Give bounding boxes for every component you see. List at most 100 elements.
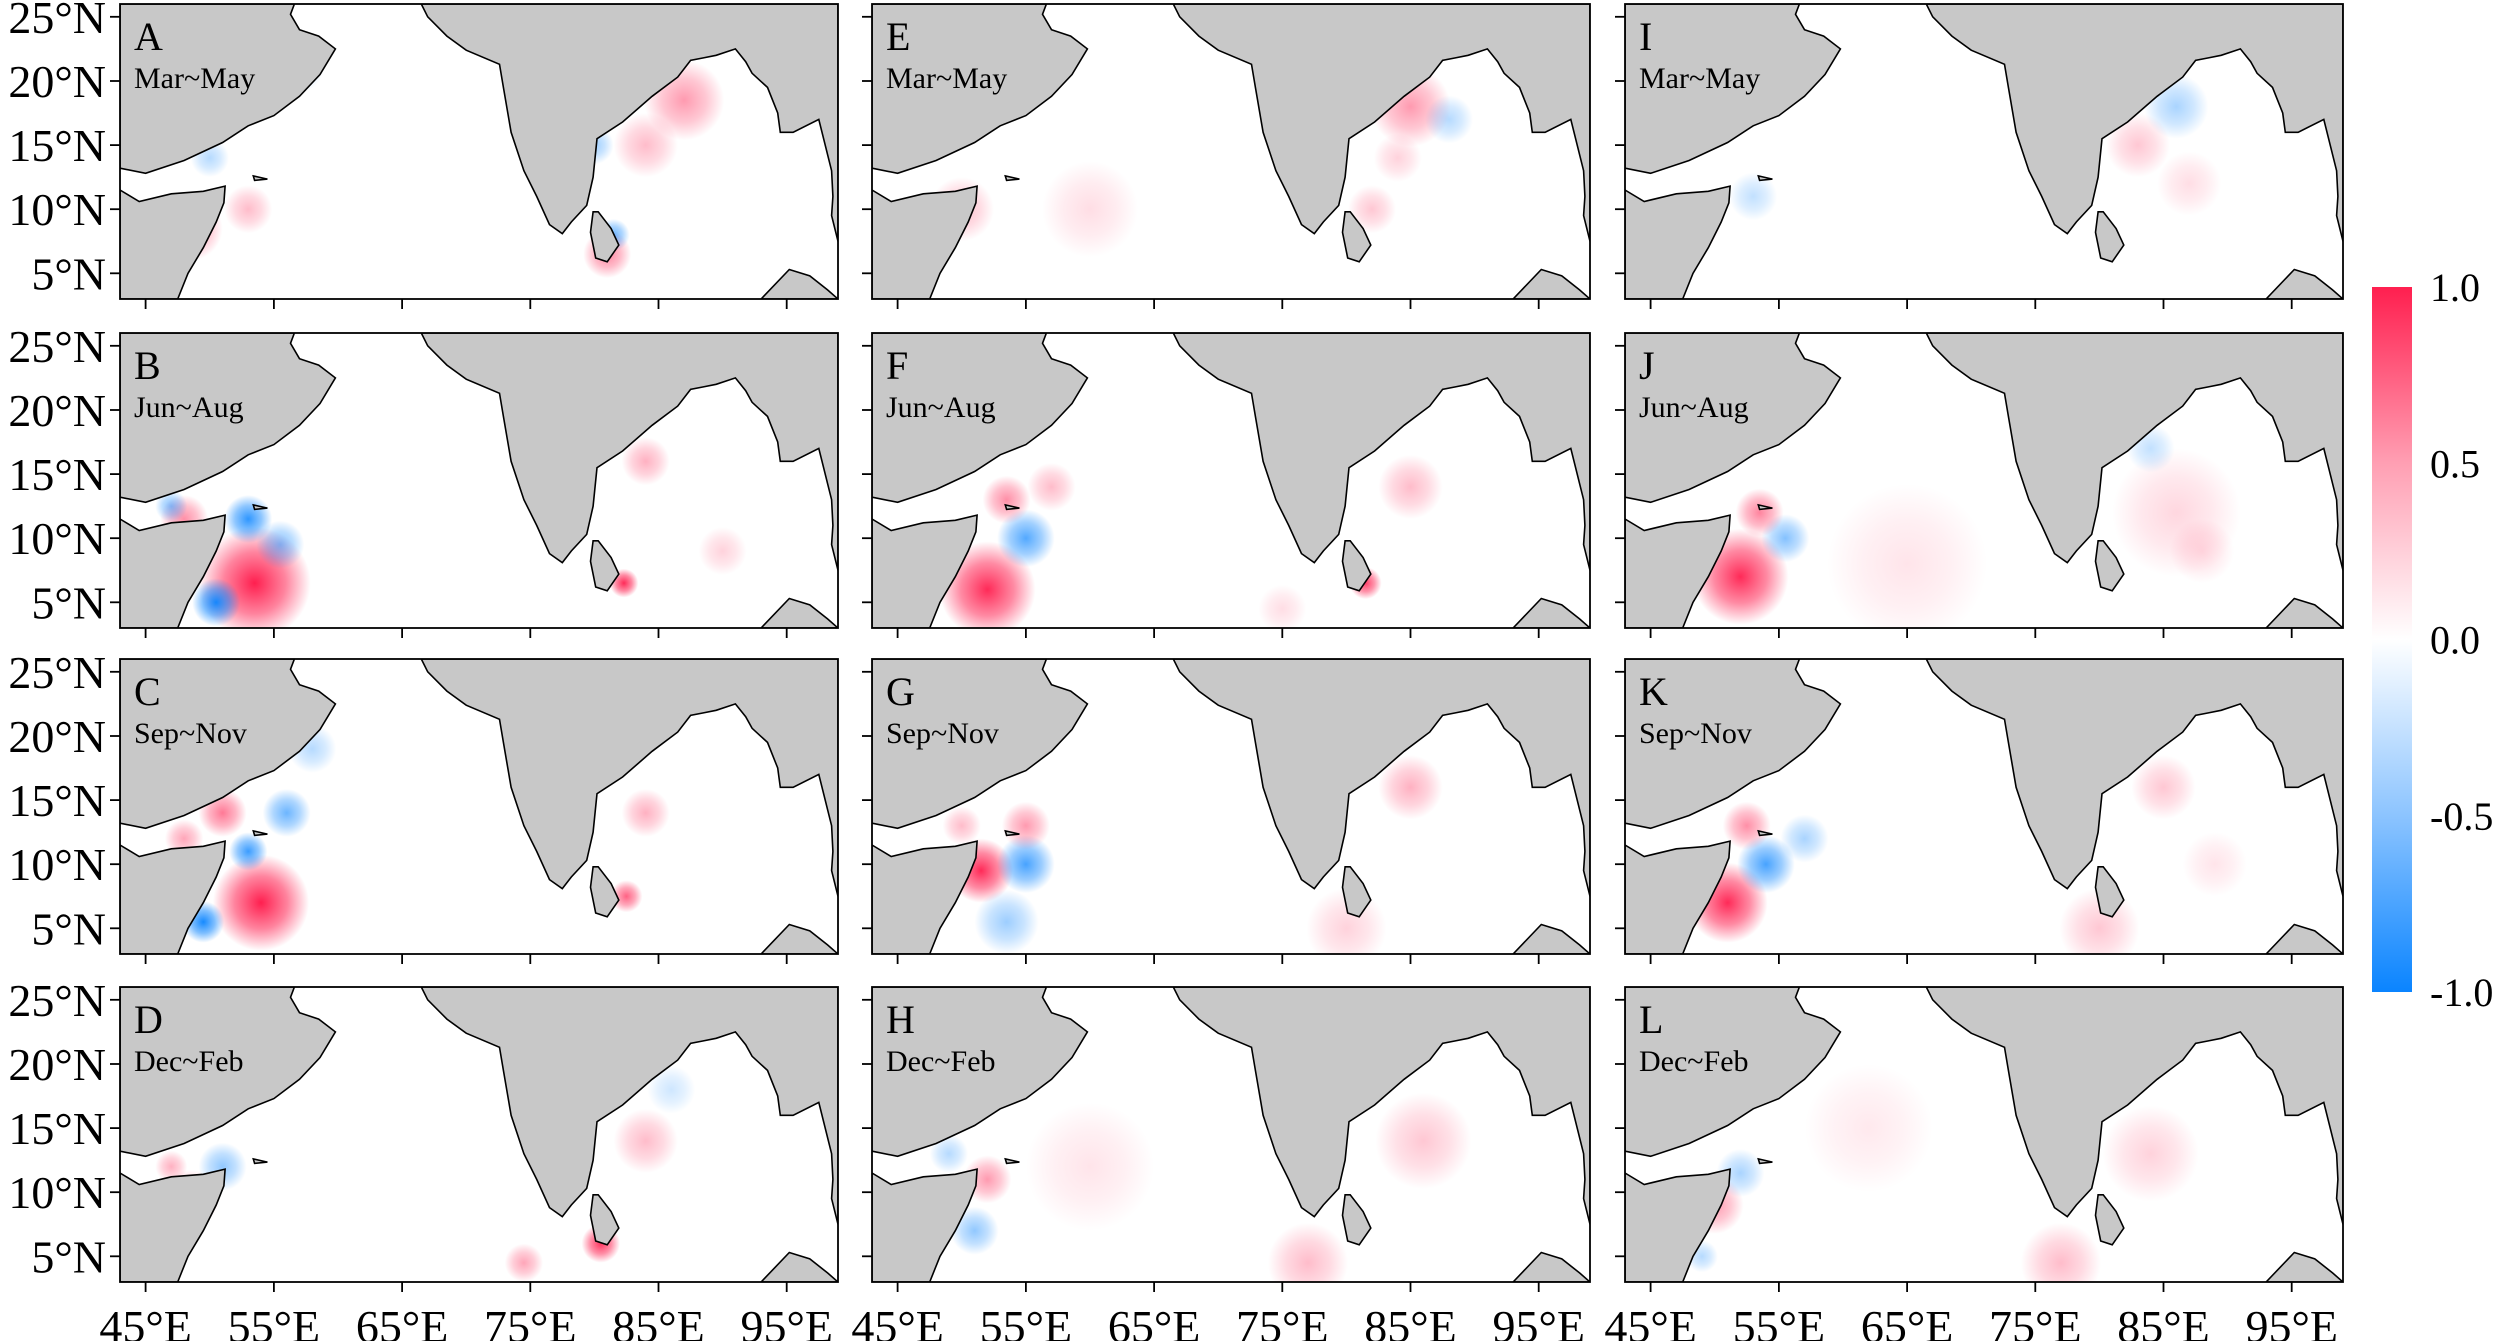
y-tick-label: 5°N bbox=[31, 903, 106, 954]
panel-letter: A bbox=[134, 14, 163, 59]
panel-season-label: Dec~Feb bbox=[134, 1045, 244, 1078]
panel-letter: E bbox=[886, 14, 910, 59]
anomaly-patch bbox=[1737, 835, 1795, 894]
anomaly-patch bbox=[963, 1155, 1012, 1204]
anomaly-patch bbox=[1804, 1064, 1933, 1193]
x-tick-label: 65°E bbox=[1108, 1301, 1201, 1341]
y-tick-label: 20°N bbox=[8, 56, 106, 107]
land-mass bbox=[120, 185, 226, 299]
anomaly-patch bbox=[997, 509, 1055, 568]
land-mass bbox=[252, 503, 268, 511]
y-tick-label: 20°N bbox=[8, 711, 106, 762]
colorbar: 1.0 0.5 0.0 -0.5 -1.0 bbox=[2372, 265, 2493, 1015]
axis-tick-labels: 25°N 20°N 15°N 10°N 5°N 25°N 20°N 15°N 10°N 5°N 25… bbox=[8, 0, 2338, 1341]
land-mass bbox=[120, 840, 226, 954]
anomaly-patch bbox=[2102, 1105, 2199, 1202]
anomaly-patch bbox=[621, 788, 670, 837]
panel-season-label: Mar~May bbox=[134, 62, 255, 95]
x-tick-label: 75°E bbox=[1236, 1301, 1329, 1341]
anomaly-patch bbox=[2182, 832, 2247, 897]
colorbar-tick-label: 0.0 bbox=[2430, 618, 2480, 663]
anomaly-patch bbox=[613, 1108, 678, 1173]
land-mass bbox=[1004, 829, 1020, 837]
land-mass bbox=[1172, 987, 1590, 1225]
panel-letter: L bbox=[1639, 997, 1663, 1042]
panel-letter: I bbox=[1639, 14, 1652, 59]
colorbar-tick-label: -1.0 bbox=[2430, 970, 2493, 1015]
panel-season-label: Dec~Feb bbox=[1639, 1045, 1749, 1078]
y-tick-label: 5°N bbox=[31, 577, 106, 628]
panel-frame bbox=[871, 332, 1591, 629]
panel-season-label: Jun~Aug bbox=[1639, 391, 1749, 424]
land-mass bbox=[2264, 597, 2343, 628]
land-mass bbox=[120, 4, 337, 175]
land-mass bbox=[872, 659, 1089, 830]
land-mass bbox=[2094, 540, 2125, 592]
land-mass bbox=[252, 174, 268, 182]
panel-frame bbox=[1624, 658, 2344, 955]
anomaly-patch bbox=[974, 889, 1039, 954]
land-mass bbox=[1004, 503, 1020, 511]
land-mass bbox=[1925, 987, 2343, 1225]
anomaly-patch bbox=[256, 520, 305, 569]
land-mass bbox=[872, 987, 1089, 1158]
land-mass bbox=[1625, 185, 1731, 299]
anomaly-patch bbox=[504, 1243, 544, 1282]
land-mass bbox=[759, 597, 838, 628]
land-mass bbox=[872, 185, 978, 299]
panel-frame bbox=[119, 986, 839, 1283]
x-tick-label: 55°E bbox=[228, 1301, 321, 1341]
anomaly-patch bbox=[1780, 814, 1829, 863]
y-tick-label: 10°N bbox=[8, 839, 106, 890]
panel-frame bbox=[1624, 986, 2344, 1283]
panel-frame bbox=[871, 986, 1591, 1283]
panel-letter: D bbox=[134, 997, 163, 1042]
y-tick-label: 5°N bbox=[31, 1231, 106, 1282]
land-mass bbox=[420, 659, 838, 897]
land-mass bbox=[2264, 1251, 2343, 1282]
anomaly-patch bbox=[929, 1134, 969, 1173]
x-tick-label: 75°E bbox=[484, 1301, 577, 1341]
anomaly-patch bbox=[613, 113, 678, 178]
anomaly-patch bbox=[155, 1150, 188, 1183]
land-mass bbox=[1625, 333, 1842, 504]
land-mass bbox=[2094, 211, 2125, 263]
x-tick-label: 85°E bbox=[2117, 1301, 2210, 1341]
land-mass bbox=[120, 987, 337, 1158]
anomaly-patch bbox=[647, 1065, 696, 1114]
panel-frame bbox=[1624, 332, 2344, 629]
land-mass bbox=[1625, 1168, 1731, 1282]
panel-letter: J bbox=[1639, 343, 1655, 388]
land-mass bbox=[589, 540, 620, 592]
anomaly-patch bbox=[1027, 462, 1076, 511]
land-mass bbox=[1925, 659, 2343, 897]
land-mass bbox=[1172, 4, 1590, 242]
land-mass bbox=[1757, 829, 1773, 837]
panel-season-label: Sep~Nov bbox=[886, 717, 999, 750]
anomaly-patch bbox=[262, 788, 311, 837]
y-tick-label: 20°N bbox=[8, 385, 106, 436]
land-mass bbox=[872, 840, 978, 954]
anomaly-patch bbox=[1025, 1102, 1155, 1231]
panel-frame bbox=[1624, 3, 2344, 300]
land-mass bbox=[589, 866, 620, 918]
land-mass bbox=[1511, 597, 1590, 628]
panel-frame bbox=[871, 3, 1591, 300]
anomaly-patch bbox=[610, 880, 643, 913]
panel-season-label: Mar~May bbox=[886, 62, 1007, 95]
land-mass bbox=[589, 211, 620, 263]
land-mass bbox=[1341, 1194, 1372, 1246]
land-mass bbox=[1004, 174, 1020, 182]
y-tick-label: 25°N bbox=[8, 647, 106, 698]
anomaly-patch bbox=[1735, 488, 1784, 537]
land-mass bbox=[252, 1157, 268, 1165]
land-mass bbox=[759, 1251, 838, 1282]
anomaly-patch bbox=[1267, 1222, 1348, 1282]
land-mass bbox=[420, 987, 838, 1225]
